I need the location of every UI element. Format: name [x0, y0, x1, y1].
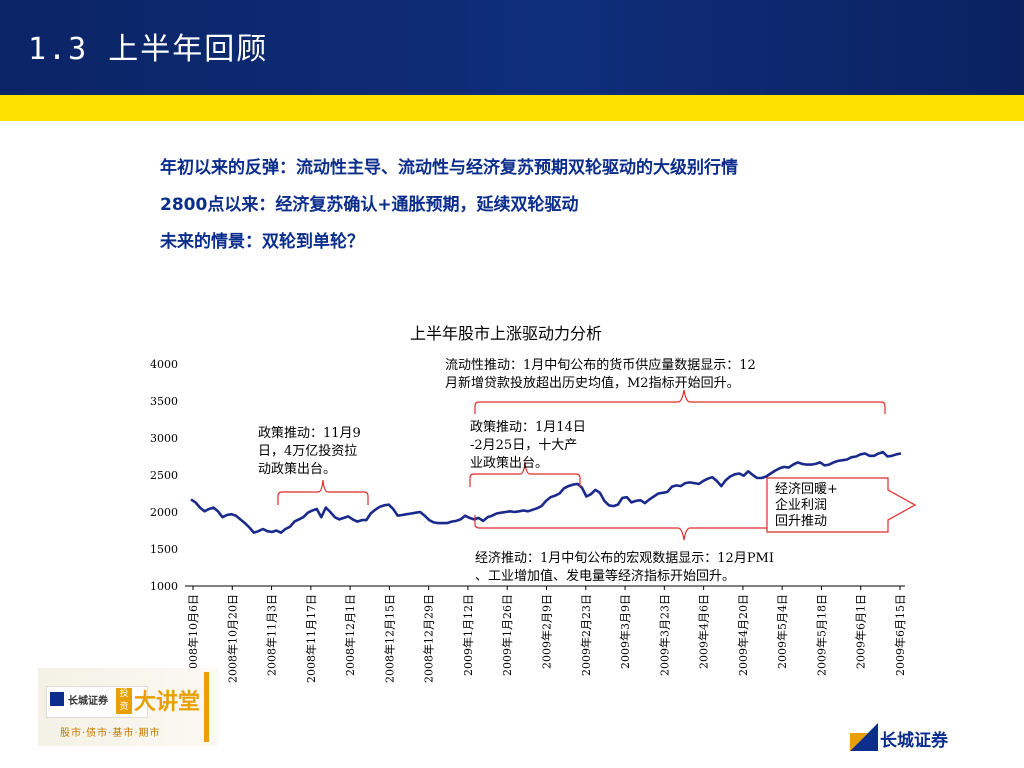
logo-bracket	[204, 672, 209, 742]
x-tick-label: 2009年6月1日	[854, 594, 868, 669]
y-tick-label: 2000	[150, 506, 178, 519]
y-tick-label: 2500	[150, 469, 178, 482]
annotation-policy-1: 政策推动：11月9 日，4万亿投资拉 动政策出台。	[258, 426, 361, 477]
x-tick-label: 2008年12月29日	[422, 594, 436, 683]
annotation-liquidity: 流动性推动：1月中旬公布的货币供应量数据显示：12 月新增贷款投放超出历史均值，…	[445, 358, 756, 391]
logo-small-text: 长城证券	[68, 696, 108, 707]
x-tick-label: 2009年4月20日	[736, 594, 750, 676]
x-tick-label: 2008年12月1日	[343, 594, 357, 676]
company-logo: 长城证券	[848, 720, 988, 754]
page-title: 1.3 上半年回顾	[28, 32, 269, 67]
chart-ticks: 1000 1500 2000 2500 3000 3500 4000 2008年10月6日 20…	[150, 358, 907, 683]
y-tick-label: 3000	[150, 432, 178, 445]
lecture-logo: 长城证券 投资 大讲堂 股市·债市·基市·期市	[38, 668, 218, 746]
x-tick-label: 2009年3月23日	[657, 594, 671, 676]
intro-line-1: 年初以来的反弹：流动性主导、流动性与经济复苏预期双轮驱动的大级别行情	[160, 158, 738, 178]
header-bar: 1.3 上半年回顾	[0, 0, 1024, 95]
bracket-policy-1	[277, 479, 369, 505]
logo-tag: 投资	[116, 688, 132, 714]
x-tick-label: 2009年4月6日	[697, 594, 711, 669]
x-tick-label: 2008年10月6日	[186, 594, 200, 676]
intro-line-3: 未来的情景：双轮到单轮？	[160, 232, 364, 252]
x-tick-label: 2009年1月12日	[461, 594, 475, 676]
yellow-band	[0, 95, 1024, 121]
annotation-policy-2: 政策推动：1月14日 -2月25日，十大产 业政策出台。	[470, 420, 586, 471]
y-tick-label: 4000	[150, 358, 178, 371]
x-tick-label: 2009年1月26日	[500, 594, 514, 676]
series-line	[190, 450, 902, 534]
small-logo-icon	[50, 692, 64, 706]
chart-axes	[185, 585, 905, 590]
annotation-economy: 经济推动：1月中旬公布的宏观数据显示：12月PMI 、工业增加值、发电量等经济指…	[475, 551, 775, 584]
bracket-policy-2	[469, 461, 581, 487]
company-name: 长城证券	[880, 731, 948, 751]
y-tick-label: 3500	[150, 395, 178, 408]
x-tick-label: 2008年10月20日	[225, 594, 239, 683]
x-tick-label: 2009年6月15日	[893, 594, 907, 676]
y-tick-label: 1000	[150, 580, 178, 593]
x-tick-label: 2008年11月3日	[265, 594, 279, 676]
arrow-box	[766, 477, 917, 533]
logo-big-text: 大讲堂	[134, 690, 201, 715]
x-tick-label: 2008年12月15日	[382, 594, 396, 683]
y-tick-label: 1500	[150, 543, 178, 556]
bracket-liquidity	[474, 389, 886, 414]
intro-line-2: 2800点以来：经济复苏确认+通胀预期，延续双轮驱动	[160, 195, 579, 215]
x-tick-label: 2009年5月4日	[775, 594, 789, 669]
x-tick-label: 2009年2月9日	[540, 594, 554, 669]
x-tick-label: 2009年2月23日	[579, 594, 593, 676]
x-tick-label: 2009年3月9日	[618, 594, 632, 669]
logo-sub-text: 股市·债市·基市·期市	[60, 728, 161, 739]
chart-title: 上半年股市上涨驱动力分析	[410, 324, 603, 343]
x-tick-label: 2009年5月18日	[814, 594, 828, 676]
company-logo-icon	[850, 723, 878, 751]
x-tick-label: 2008年11月17日	[304, 594, 318, 683]
annotation-arrow-text: 经济回暖+ 企业利润 回升推动	[775, 482, 838, 529]
